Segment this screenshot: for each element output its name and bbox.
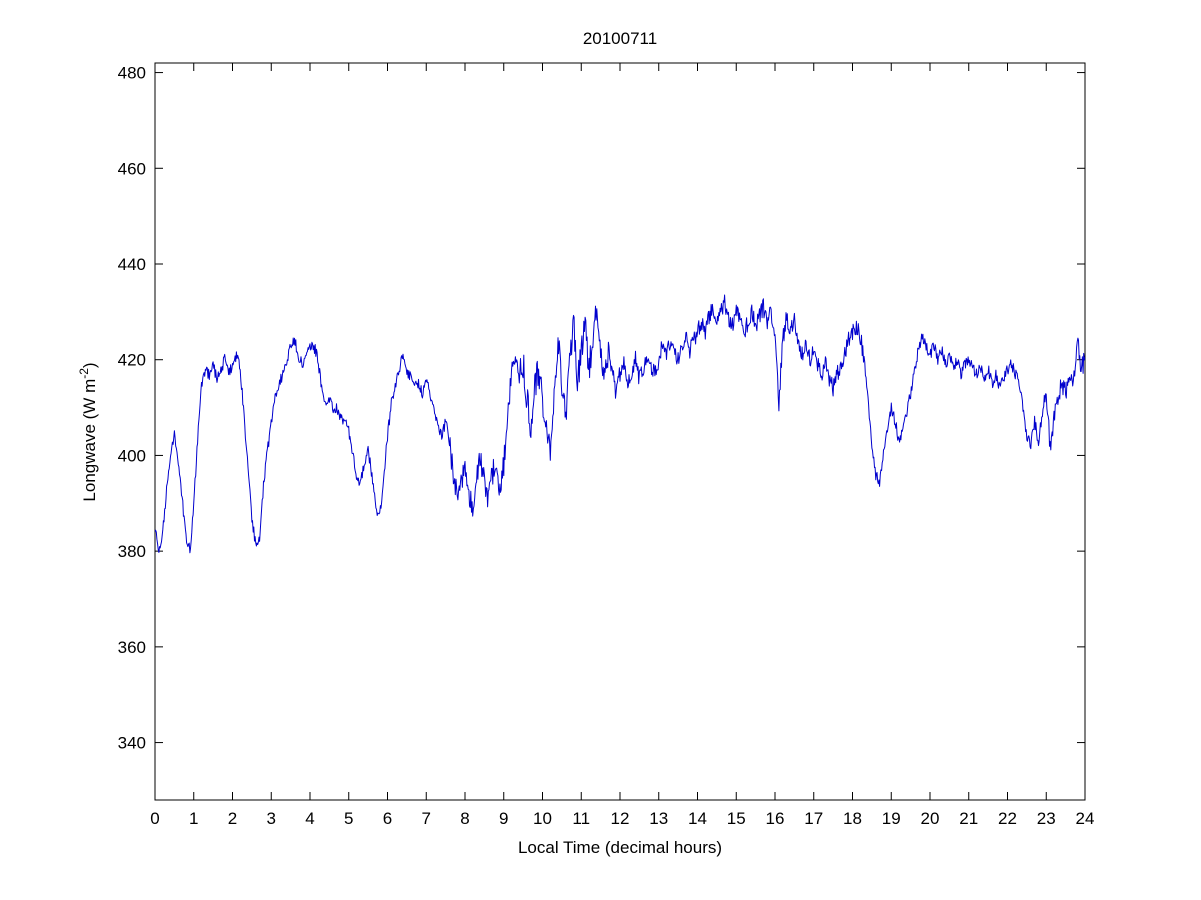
chart-title: 20100711: [583, 29, 657, 48]
x-tick-label: 6: [383, 809, 392, 828]
axes: 0 1 2 3 4 5 6 7 8 9 10 11 12 13 14 15 16 17 18 19 20 21 22 23 24…: [118, 62, 1095, 828]
y-axis-label-main: Longwave (W m: [80, 379, 99, 502]
x-tick-label: 11: [572, 809, 590, 828]
x-tick-label: 7: [422, 809, 431, 828]
x-tick-label: 1: [189, 809, 198, 828]
y-tick-label: 340: [118, 734, 146, 753]
x-tick-label: 19: [882, 809, 901, 828]
plot-box: [154, 62, 1086, 801]
y-tick-label: 440: [118, 255, 146, 274]
data-line: [155, 294, 1085, 554]
x-tick-label: 17: [804, 809, 823, 828]
x-tick-label: 20: [921, 809, 940, 828]
y-tick-label: 480: [118, 64, 146, 83]
y-tick-label: 400: [118, 446, 146, 465]
y-tick-label: 360: [118, 638, 146, 657]
x-tick-label: 4: [305, 809, 314, 828]
x-tick-label: 2: [228, 809, 237, 828]
x-tick-label: 0: [150, 809, 159, 828]
x-tick-label: 9: [499, 809, 508, 828]
x-tick-label: 16: [766, 809, 785, 828]
data-series: [155, 294, 1085, 554]
x-tick-label: 21: [959, 809, 978, 828]
x-tick-label: 24: [1076, 809, 1095, 828]
x-tick-label: 12: [611, 809, 630, 828]
x-tick-label: 23: [1037, 809, 1056, 828]
y-tick-label: 460: [118, 159, 146, 178]
x-tick-label: 13: [649, 809, 668, 828]
x-tick-label: 14: [688, 809, 707, 828]
x-tick-label: 8: [460, 809, 469, 828]
x-tick-label: 15: [727, 809, 746, 828]
y-axis-label: Longwave (W m-2): [77, 362, 99, 501]
x-axis-label: Local Time (decimal hours): [518, 838, 722, 857]
x-tick-label: 18: [843, 809, 862, 828]
y-tick-label: 420: [118, 351, 146, 370]
y-axis-label-close: ): [80, 362, 99, 368]
x-tick-label: 10: [533, 809, 552, 828]
y-tick-label: 380: [118, 542, 146, 561]
x-tick-label: 5: [344, 809, 353, 828]
y-axis-label-superscript: -2: [77, 368, 91, 379]
x-tick-label: 22: [998, 809, 1017, 828]
x-tick-label: 3: [267, 809, 276, 828]
